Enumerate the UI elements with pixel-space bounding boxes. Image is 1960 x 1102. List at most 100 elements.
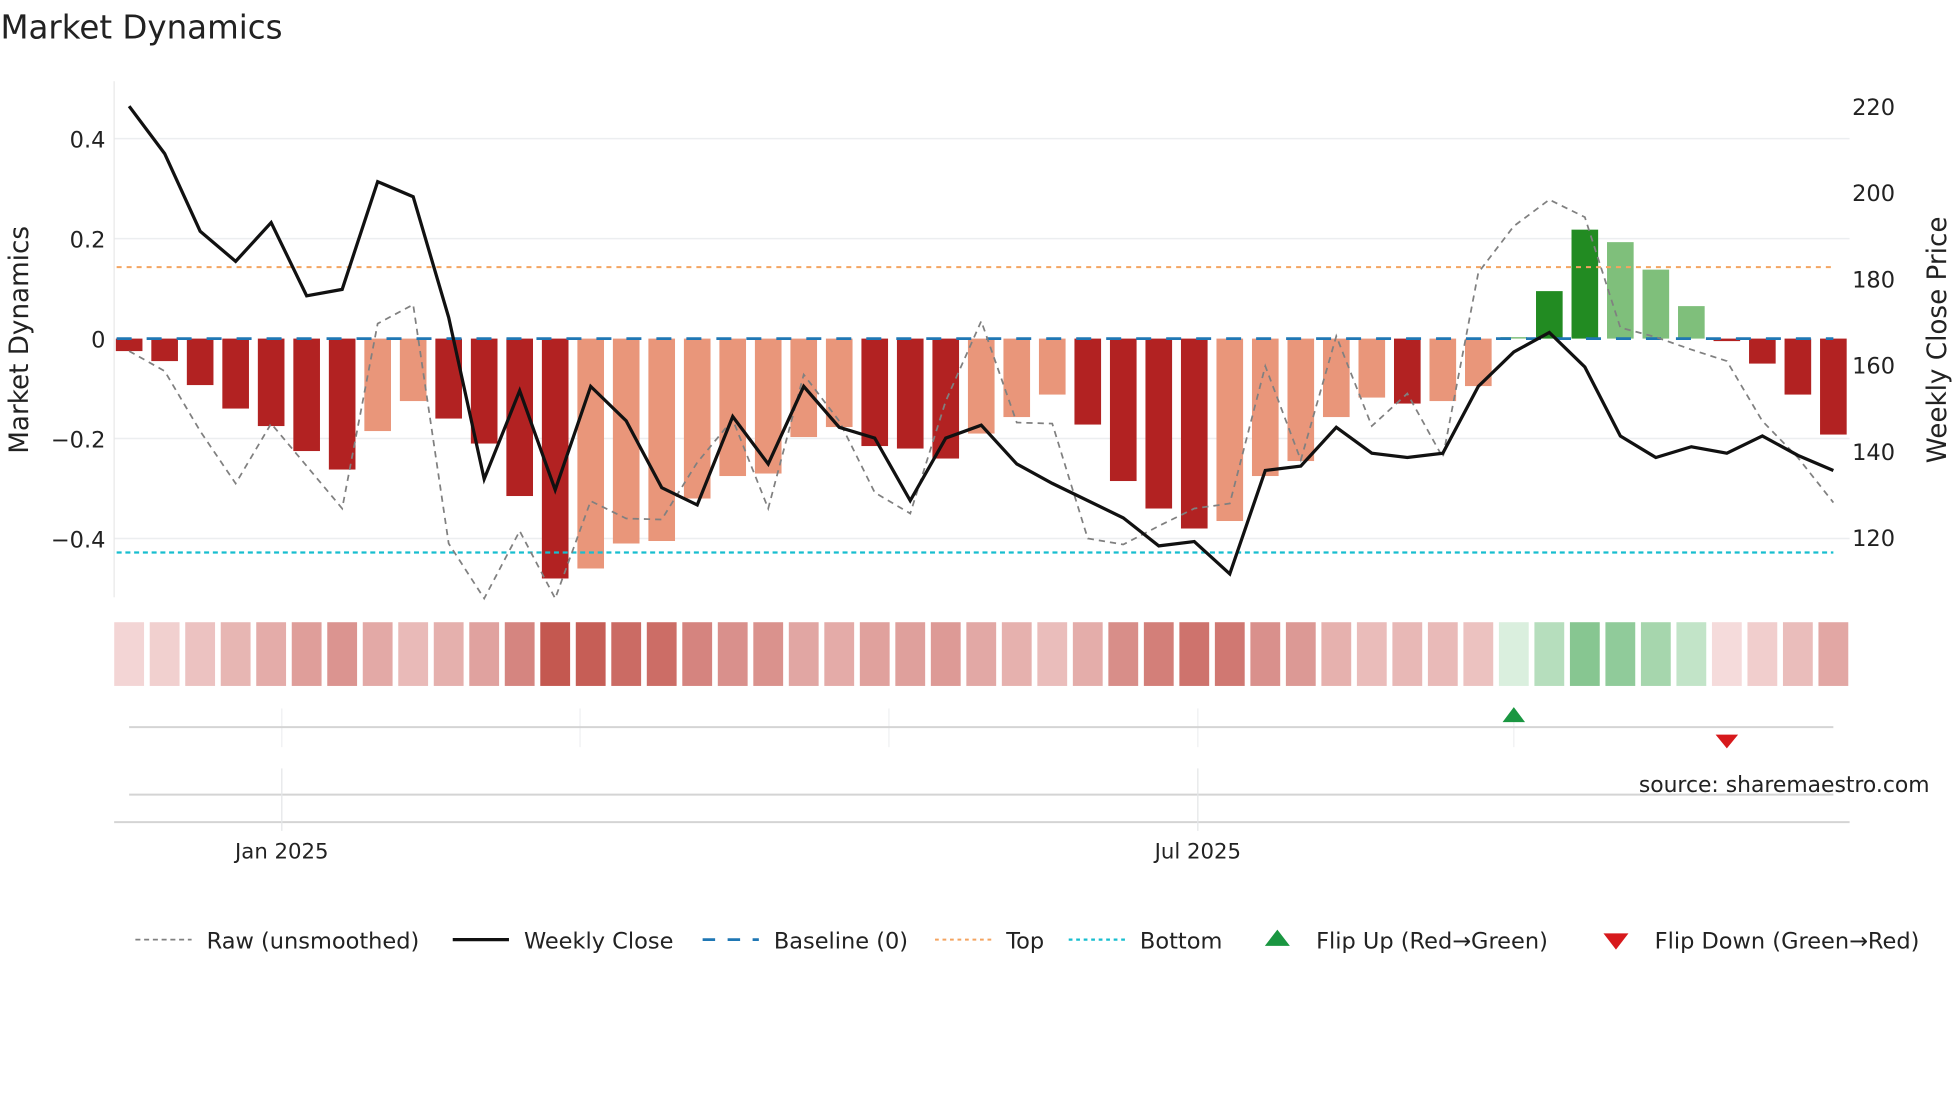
heatmap-cell bbox=[753, 622, 784, 686]
y2-tick-label: 140 bbox=[1852, 440, 1895, 466]
y-tick-label: −0.2 bbox=[51, 427, 106, 453]
heatmap-cell bbox=[1569, 622, 1600, 686]
heatmap-cell bbox=[1711, 622, 1742, 686]
heatmap-cell bbox=[1747, 622, 1778, 686]
flip-markers-panel bbox=[114, 707, 1850, 831]
bar bbox=[1358, 338, 1386, 398]
legend-flip-up-icon bbox=[1264, 929, 1290, 946]
bars bbox=[115, 229, 1847, 579]
heatmap-cell bbox=[433, 622, 464, 686]
heatmap-cell bbox=[1214, 622, 1245, 686]
heatmap-cell bbox=[966, 622, 997, 686]
x-tick-label: Jul 2025 bbox=[1153, 839, 1241, 864]
bar bbox=[683, 338, 711, 499]
heatmap-cell bbox=[1356, 622, 1387, 686]
heatmap-cell bbox=[220, 622, 251, 686]
x-tick-label: Jan 2025 bbox=[233, 839, 329, 864]
y-axis-label: Market Dynamics bbox=[5, 226, 35, 454]
heatmap-cell bbox=[1179, 622, 1210, 686]
heatmap-cell bbox=[1676, 622, 1707, 686]
grid bbox=[113, 81, 1850, 598]
heatmap-cell bbox=[824, 622, 855, 686]
y-tick-label: −0.4 bbox=[51, 527, 106, 553]
bar bbox=[1784, 338, 1812, 395]
heatmap-cell bbox=[256, 622, 287, 686]
legend-top-label: Top bbox=[1005, 928, 1044, 954]
heatmap-cell bbox=[1072, 622, 1103, 686]
bar bbox=[861, 338, 889, 447]
heatmap-cell bbox=[895, 622, 926, 686]
bar bbox=[1500, 337, 1528, 339]
heatmap-cell bbox=[1001, 622, 1032, 686]
bar bbox=[1820, 338, 1847, 435]
heatmap-cell bbox=[362, 622, 393, 686]
heatmap-cell bbox=[1640, 622, 1671, 686]
heatmap-cell bbox=[1782, 622, 1813, 686]
y2-tick-label: 200 bbox=[1852, 181, 1895, 207]
heatmap-cell bbox=[1427, 622, 1458, 686]
bar bbox=[293, 338, 320, 452]
bar bbox=[612, 338, 640, 544]
bar bbox=[1074, 338, 1102, 425]
heatmap-cell bbox=[327, 622, 358, 686]
heatmap-cell bbox=[1392, 622, 1423, 686]
legend: Raw (unsmoothed) Weekly Close Baseline (0)… bbox=[135, 928, 1919, 954]
bar bbox=[1003, 338, 1031, 418]
y-tick-label: 0 bbox=[91, 327, 105, 353]
bar bbox=[364, 338, 391, 432]
bar bbox=[1678, 306, 1705, 339]
heatmap-cell bbox=[1321, 622, 1352, 686]
heatmap-cell bbox=[149, 622, 180, 686]
bar bbox=[1429, 338, 1457, 402]
heatmap-cell bbox=[1818, 622, 1849, 686]
bar bbox=[1145, 338, 1173, 509]
heatmap-cell bbox=[1037, 622, 1068, 686]
bar bbox=[222, 338, 249, 409]
bar bbox=[257, 338, 285, 427]
legend-flip_down-label: Flip Down (Green→Red) bbox=[1655, 928, 1920, 954]
flip-up-marker bbox=[1502, 707, 1526, 723]
y2-tick-label: 160 bbox=[1852, 354, 1895, 380]
bar bbox=[328, 338, 356, 470]
y2-tick-label: 180 bbox=[1852, 267, 1895, 293]
bar bbox=[1571, 229, 1599, 339]
heatmap-cell bbox=[114, 622, 145, 686]
bar bbox=[151, 338, 178, 362]
bar bbox=[577, 338, 605, 569]
heatmap-cell bbox=[575, 622, 606, 686]
y2-axis-label: Weekly Close Price bbox=[1923, 217, 1953, 464]
heatmap-cell bbox=[1534, 622, 1565, 686]
bar bbox=[967, 338, 995, 434]
legend-close-label: Weekly Close bbox=[524, 928, 673, 954]
bar bbox=[1180, 338, 1208, 529]
bar bbox=[719, 338, 747, 477]
bar bbox=[1642, 269, 1670, 339]
bar bbox=[399, 338, 427, 402]
bar bbox=[896, 338, 924, 449]
bar bbox=[115, 338, 143, 352]
heatmap-cell bbox=[540, 622, 571, 686]
bar bbox=[186, 338, 214, 386]
heatmap-cell bbox=[291, 622, 322, 686]
bar bbox=[1216, 338, 1244, 522]
chart-title: Market Dynamics bbox=[0, 9, 282, 47]
bar bbox=[1322, 338, 1350, 418]
heatmap-cell bbox=[930, 622, 961, 686]
heatmap-cell bbox=[1108, 622, 1139, 686]
heatmap-cell bbox=[1250, 622, 1281, 686]
source-label: source: sharemaestro.com bbox=[1639, 773, 1930, 798]
weekly-close-line bbox=[127, 105, 1834, 577]
heatmap-cell bbox=[859, 622, 890, 686]
y2-tick-label: 220 bbox=[1852, 95, 1895, 121]
bar bbox=[435, 338, 462, 419]
heatmap-cell bbox=[682, 622, 713, 686]
heatmap-cell bbox=[1605, 622, 1636, 686]
bar bbox=[1109, 338, 1137, 482]
bar bbox=[1713, 338, 1741, 342]
ticks: 0.4 0.2 0 −0.2 −0.4 220 200 180 160 140 120 Jan 202… bbox=[51, 95, 1895, 864]
heatmap-cell bbox=[504, 622, 535, 686]
heatmap-strip bbox=[114, 622, 1849, 686]
bar bbox=[1287, 338, 1315, 462]
heatmap-cell bbox=[788, 622, 819, 686]
heatmap-cell bbox=[646, 622, 677, 686]
